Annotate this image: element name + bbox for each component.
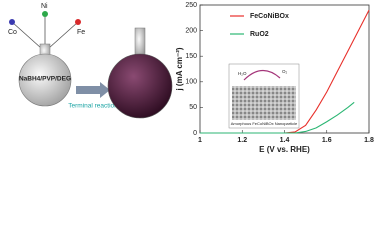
y-tick-label: 100 <box>185 79 197 86</box>
y-tick-label: 200 <box>185 27 197 34</box>
inset-caption: Amorphous FeCoNiBOx Nanoparticle <box>231 121 298 126</box>
y-tick-label: 0 <box>193 130 197 137</box>
arrow-label: Terminal reaction <box>68 103 118 110</box>
legend-label: FeCoNiBOx <box>250 13 289 20</box>
x-axis-label: E (V vs. RHE) <box>259 145 310 154</box>
flask-diagram: Co Ni Fe NaBH4/PVP/DEG Terminal reaction <box>8 3 173 119</box>
x-tick-label: 1 <box>198 137 202 144</box>
x-tick-label: 1.6 <box>322 137 332 144</box>
graphical-abstract: Co Ni Fe NaBH4/PVP/DEG Terminal reaction… <box>8 2 374 154</box>
legend-label: RuO2 <box>250 31 269 38</box>
inset-reactant: H₂O <box>238 71 247 76</box>
solution-label: NaBH4/PVP/DEG <box>19 76 71 83</box>
chart: 0 50 100 150 200 250 1 1.2 1.4 1.6 1.8 E (V vs. RHE… <box>175 2 374 154</box>
x-tick-label: 1.4 <box>280 137 290 144</box>
inset-arrow <box>243 69 281 81</box>
y-tick-label: 150 <box>185 53 197 60</box>
x-tick-label: 1.2 <box>237 137 247 144</box>
element-label: Co <box>8 29 17 36</box>
x-tick-label: 1.8 <box>364 137 374 144</box>
y-axis-label: j (mA cm⁻²) <box>175 47 184 91</box>
y-tick-label: 250 <box>185 2 197 9</box>
element-label: Ni <box>41 3 48 10</box>
inset-image <box>232 86 296 120</box>
y-tick-label: 50 <box>189 104 197 111</box>
series-line <box>200 101 355 134</box>
element-label: Fe <box>77 29 85 36</box>
inset-product: O₂ <box>282 69 288 74</box>
